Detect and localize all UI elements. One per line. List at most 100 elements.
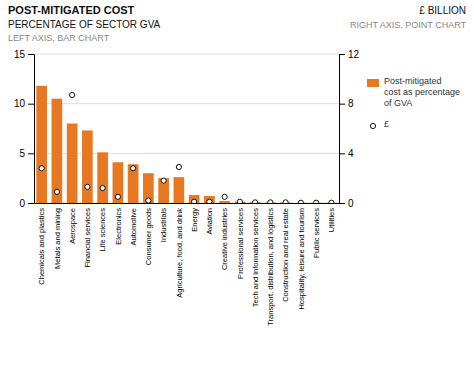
tick-label: 15 <box>14 49 26 60</box>
point <box>70 92 75 97</box>
tick-label: Creative industries <box>220 208 229 270</box>
tick: Metals and mining <box>53 208 62 269</box>
grid-line <box>34 54 339 55</box>
y2-axis-label: £ BILLION <box>419 5 466 16</box>
tick-label: Metals and mining <box>53 208 62 269</box>
tick-label: Consumer goods <box>144 208 153 265</box>
tick-label: 12 <box>348 49 360 60</box>
tick-label: Construction and real estate <box>281 208 290 302</box>
legend-label: Post-mitigatedcost as percentageof GVA <box>384 76 460 108</box>
y-axis-label: PERCENTAGE OF SECTOR GVA <box>8 19 161 30</box>
tick-label: Financial services <box>83 208 92 268</box>
axis-domain <box>28 55 35 204</box>
tick-mark <box>28 203 34 204</box>
legend-label: £ <box>384 119 389 129</box>
tick-label: 10 <box>14 98 26 109</box>
bar <box>52 99 63 203</box>
point <box>161 178 166 183</box>
axis-domain <box>340 55 346 204</box>
tick-label: Industrials <box>159 208 168 242</box>
tick-label: 8 <box>348 98 354 109</box>
tick-mark <box>339 153 345 154</box>
tick-mark <box>28 153 34 154</box>
tick: Electronics <box>114 208 123 245</box>
point <box>176 164 181 169</box>
tick: 15 <box>14 49 34 60</box>
bar <box>143 173 154 203</box>
tick-label: Transport, distribution, and logistics <box>266 208 275 326</box>
tick: Hospitality, leisure and tourism <box>297 208 306 310</box>
series-0 <box>36 86 336 203</box>
tick: Utilities <box>327 208 336 232</box>
legend-swatch <box>370 123 375 128</box>
tick-label: Electronics <box>114 208 123 245</box>
point <box>222 194 227 199</box>
tick: Consumer goods <box>144 208 153 265</box>
chart: 0 5 10 15 0 4 8 12 Chemicals and plastics Metals … <box>0 0 474 383</box>
tick: Energy <box>190 208 199 232</box>
point <box>283 200 288 203</box>
tick: 0 <box>19 198 34 209</box>
tick: Construction and real estate <box>281 208 290 302</box>
tick: 12 <box>339 49 360 60</box>
bar <box>219 201 230 203</box>
point <box>192 199 197 203</box>
bar <box>36 86 47 203</box>
annotation: LEFT AXIS, BAR CHART <box>8 33 110 43</box>
tick: Professional services <box>236 208 245 279</box>
tick: Financial services <box>83 208 92 268</box>
tick-label: Tech and information services <box>251 208 260 307</box>
tick-label: Utilities <box>327 208 336 232</box>
tick: Automotive <box>129 208 138 246</box>
tick-label: Hospitality, leisure and tourism <box>297 208 306 310</box>
tick-mark <box>339 203 345 204</box>
bar <box>174 177 185 203</box>
tick-label: Aviation <box>205 208 214 235</box>
tick: 5 <box>19 148 34 159</box>
point <box>115 194 120 199</box>
point <box>39 166 44 171</box>
y2-axis: 0 4 8 12 <box>339 49 360 209</box>
tick: Chemicals and plastics <box>37 208 46 285</box>
tick-mark <box>28 104 34 105</box>
tick: Life sciences <box>98 208 107 252</box>
tick: 4 <box>339 148 354 159</box>
grid-line <box>34 203 339 204</box>
tick-label: Aerospace <box>68 208 77 244</box>
bar <box>82 130 93 203</box>
x-axis: Chemicals and plastics Metals and mining A… <box>35 204 340 326</box>
bar <box>97 152 108 203</box>
bar <box>158 178 169 203</box>
tick-label: Life sciences <box>98 208 107 252</box>
tick-label: Professional services <box>236 208 245 279</box>
grid-line <box>34 153 339 154</box>
legend: Post-mitigatedcost as percentageof GVA £ <box>367 76 460 129</box>
plot: 0 5 10 15 0 4 8 12 Chemicals and plastics Metals … <box>14 49 360 326</box>
tick-label: Public services <box>312 208 321 258</box>
tick: Aviation <box>205 208 214 235</box>
tick: Tech and information services <box>251 208 260 307</box>
bar <box>67 124 78 203</box>
annotation: RIGHT AXIS, POINT CHART <box>350 20 467 30</box>
point <box>207 199 212 203</box>
tick-label: 5 <box>19 148 25 159</box>
tick-mark <box>339 104 345 105</box>
axis-domain <box>35 203 340 204</box>
marks <box>36 86 336 203</box>
tick: Public services <box>312 208 321 258</box>
point <box>131 166 136 171</box>
tick: 10 <box>14 98 34 109</box>
tick: Industrials <box>159 208 168 242</box>
tick-label: 0 <box>19 198 25 209</box>
tick-label: 0 <box>348 198 354 209</box>
tick-label: Automotive <box>129 208 138 246</box>
tick: Transport, distribution, and logistics <box>266 208 275 326</box>
series-1 <box>39 92 334 203</box>
tick-label: Energy <box>190 208 199 232</box>
tick-mark <box>28 54 34 55</box>
tick: Aerospace <box>68 208 77 244</box>
y-axis: 0 5 10 15 <box>14 49 35 209</box>
point <box>237 199 242 203</box>
point <box>268 200 273 203</box>
point <box>314 200 319 203</box>
